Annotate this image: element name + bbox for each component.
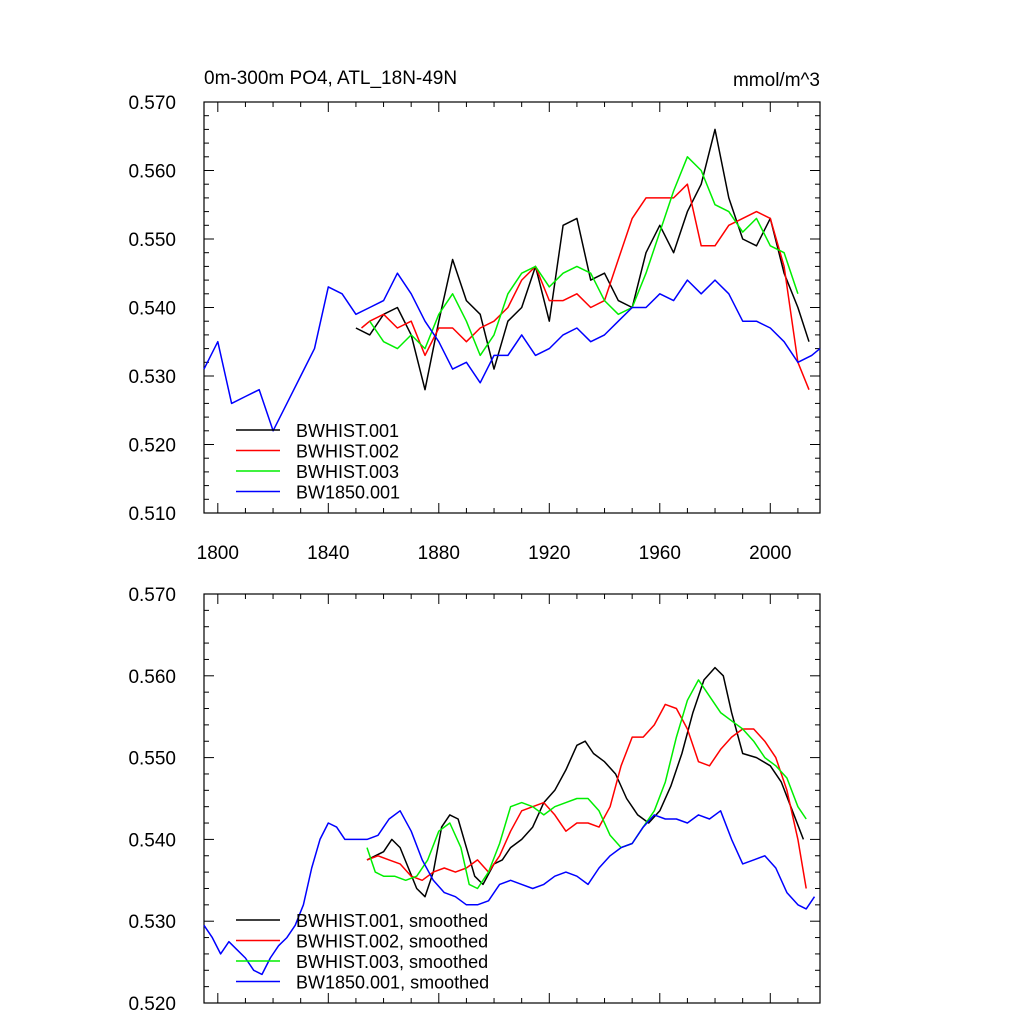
series-line-bw1850-001-smoothed xyxy=(203,810,816,976)
y-tick-label: 0.520 xyxy=(128,994,176,1015)
x-tick-label: 1880 xyxy=(418,543,460,564)
y-tick-label: 0.530 xyxy=(128,912,176,933)
series-group xyxy=(203,666,816,976)
series-line-bwhist-002-smoothed xyxy=(366,703,807,889)
legend-label: BWHIST.002, smoothed xyxy=(296,932,488,952)
y-tick-label: 0.530 xyxy=(128,367,176,388)
tick-marks xyxy=(204,101,820,514)
x-tick-label: 1840 xyxy=(307,543,349,564)
series-line-bwhist-001-smoothed xyxy=(366,666,805,898)
x-tick-label: 1960 xyxy=(639,543,681,564)
chart-title: 0m-300m PO4, ATL_18N-49N xyxy=(204,68,457,89)
legend-label: BWHIST.001 xyxy=(296,421,399,441)
y-tick-label: 0.560 xyxy=(128,667,176,688)
x-tick-label: 1800 xyxy=(197,543,239,564)
units-label: mmol/m^3 xyxy=(733,70,820,91)
y-tick-label: 0.570 xyxy=(128,93,176,114)
series-line-bwhist-003 xyxy=(369,156,799,357)
legend-label: BWHIST.003 xyxy=(296,462,399,482)
series-group xyxy=(203,128,821,432)
x-tick-label: 2000 xyxy=(749,543,791,564)
legend-label: BW1850.001 xyxy=(296,483,400,503)
bottom-panel: 0.520 0.530 0.540 0.550 0.560 0.570 BWHIST.001… xyxy=(128,585,821,1015)
plot-frame xyxy=(203,593,821,1004)
y-tick-label: 0.570 xyxy=(128,585,176,606)
y-tick-label: 0.540 xyxy=(128,299,176,320)
legend-label: BWHIST.001, smoothed xyxy=(296,911,488,931)
legend-label: BW1850.001, smoothed xyxy=(296,973,489,993)
y-tick-label: 0.510 xyxy=(128,504,176,525)
series-line-bwhist-003-smoothed xyxy=(366,679,807,890)
series-line-bw1850-001 xyxy=(203,272,821,432)
y-tick-label: 0.550 xyxy=(128,749,176,770)
x-tick-label: 1920 xyxy=(528,543,570,564)
legend-label: BWHIST.003, smoothed xyxy=(296,952,488,972)
y-tick-label: 0.560 xyxy=(128,162,176,183)
y-tick-label: 0.540 xyxy=(128,830,176,851)
y-tick-label: 0.550 xyxy=(128,230,176,251)
legend-label: BWHIST.002 xyxy=(296,442,399,462)
tick-marks xyxy=(204,593,820,1004)
y-tick-label: 0.520 xyxy=(128,436,176,457)
series-line-bwhist-001 xyxy=(355,128,810,391)
top-panel: 0m-300m PO4, ATL_18N-49N mmol/m^3 0.510 0… xyxy=(128,68,821,564)
